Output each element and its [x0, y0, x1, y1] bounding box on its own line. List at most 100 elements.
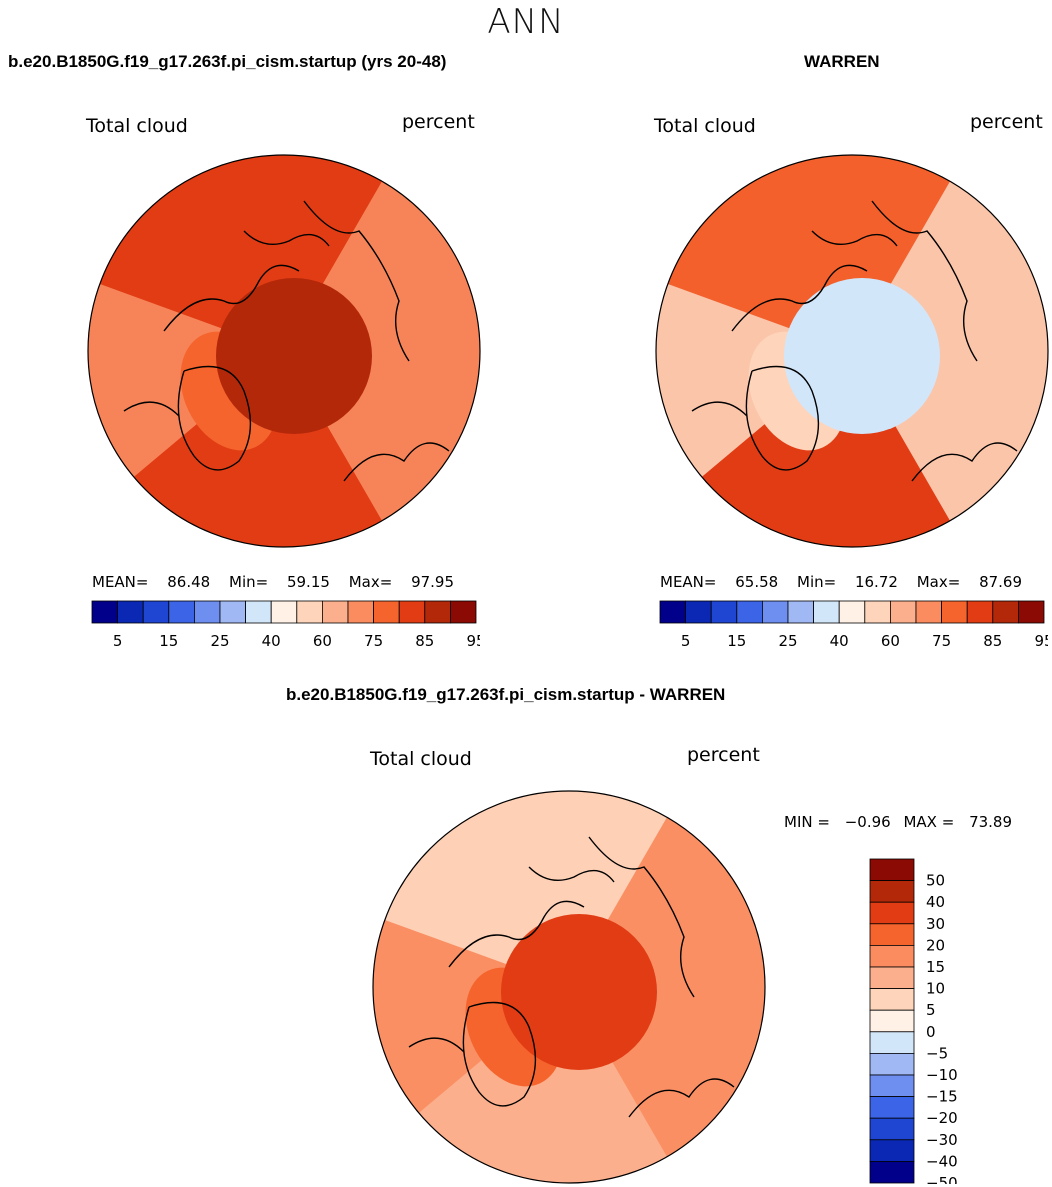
panel2-units: percent	[970, 111, 1043, 133]
panel3-coastline	[408, 1037, 465, 1053]
panel2-mean: 65.58	[735, 573, 779, 591]
panel2-colorbar-swatch	[787, 600, 815, 624]
panel1-coastline	[243, 230, 330, 247]
panel2-colorbar-swatch	[736, 600, 763, 624]
panel2-coastline	[811, 230, 898, 247]
panel1-max: 97.95	[411, 573, 455, 591]
panel1-map	[87, 154, 481, 548]
panel1-colorbar-tick-label: 60	[313, 632, 332, 650]
panel1-units: percent	[402, 111, 475, 133]
panel3-colorbar-swatch	[869, 1160, 915, 1184]
panel2-region-central-arctic	[784, 278, 940, 434]
panel2-colorbar-tick-label: 75	[932, 632, 951, 650]
panel2-max: 87.69	[979, 573, 1023, 591]
panel1-colorbar-swatch	[142, 600, 170, 624]
panel3-region-central-arctic	[501, 914, 657, 1070]
panel3-colorbar-swatch	[869, 858, 915, 882]
panel2-variable: Total cloud	[654, 115, 756, 137]
panel2-colorbar-swatch	[966, 600, 994, 624]
panel3-colorbar-tick-label: −30	[926, 1131, 958, 1149]
panel2-colorbar-swatch	[659, 600, 687, 624]
panel1-colorbar-tick-label: 40	[262, 632, 281, 650]
panel3-colorbar-swatch	[869, 923, 915, 946]
panel2-sector-north-atlantic	[694, 351, 955, 547]
panel3-colorbar-tick-label: −10	[926, 1066, 958, 1084]
panel2-title: WARREN	[804, 52, 880, 71]
panel1-colorbar-swatch	[347, 600, 375, 624]
panel3-colorbar-swatch	[869, 1096, 915, 1119]
panel3-coastline	[528, 866, 615, 883]
panel3-units: percent	[687, 744, 760, 766]
panel3-variable: Total cloud	[370, 748, 472, 770]
panel2-colorbar-swatch	[915, 600, 943, 624]
panel1-colorbar-swatch	[449, 600, 477, 624]
panel3-colorbar-swatch	[869, 901, 915, 925]
panel3-colorbar-tick-label: −15	[926, 1088, 958, 1106]
panel1-colorbar-swatch	[321, 600, 349, 624]
panel3-coastline	[588, 836, 695, 998]
panel3-min-label: MIN =	[784, 813, 830, 831]
panel2-colorbar-swatch	[685, 600, 712, 624]
panel3-colorbar-tick-label: −50	[926, 1174, 958, 1184]
panel1-variable: Total cloud	[86, 115, 188, 137]
panel3-colorbar-tick-label: 15	[926, 958, 945, 976]
panel2-colorbar-swatch	[992, 600, 1019, 624]
panel3-min: −0.96	[844, 813, 891, 831]
panel3-map-outline	[372, 790, 766, 1184]
panel1-colorbar-swatch	[219, 600, 247, 624]
panel1-colorbar-tick-label: 15	[159, 632, 178, 650]
panel1-colorbar-tick-label: 5	[113, 632, 123, 650]
panel3-colorbar-tick-label: 30	[926, 915, 945, 933]
panel2-colorbar-tick-label: 40	[830, 632, 849, 650]
panel3-coastline	[448, 900, 585, 968]
panel3-sector-siberia	[569, 808, 765, 1166]
panel3-colorbar-tick-label: −5	[926, 1044, 948, 1062]
panel2-coastline	[911, 442, 1018, 482]
panel2-colorbar-swatch	[813, 600, 840, 624]
panel3-colorbar-tick-label: 40	[926, 893, 945, 911]
panel3-colorbar-swatch	[869, 966, 915, 990]
panel1-field	[88, 155, 480, 547]
panel3-colorbar-swatch	[869, 945, 915, 968]
panel1-stats: MEAN= 86.48 Min= 59.15 Max= 97.95	[92, 573, 454, 591]
panel2-colorbar-tick-label: 5	[681, 632, 691, 650]
panel3-colorbar-tick-label: 20	[926, 936, 945, 954]
panel1-coastline	[163, 264, 300, 332]
panel1-coastline	[343, 442, 450, 482]
panel1-title: b.e20.B1850G.f19_g17.263f.pi_cism.startu…	[8, 52, 447, 71]
panel2-colorbar-swatch	[1017, 600, 1045, 624]
panel2-mean-label: MEAN=	[660, 573, 717, 591]
panel2-colorbar-swatch	[838, 600, 866, 624]
panel1-colorbar-swatch	[168, 600, 195, 624]
panel3-colorbar-swatch	[869, 880, 915, 903]
panel1-mean-label: MEAN=	[92, 573, 149, 591]
panel1-coastline	[123, 401, 180, 417]
panel3-colorbar-swatch	[869, 1117, 915, 1141]
panel1-max-label: Max=	[348, 573, 393, 591]
panel1-min-label: Min=	[229, 573, 269, 591]
panel3-colorbar-tick-label: −20	[926, 1109, 958, 1127]
panel1-colorbar-swatch	[296, 600, 323, 624]
panel2-coastline	[871, 200, 978, 362]
panel1-colorbar-tick-label: 25	[210, 632, 229, 650]
panel3-sector-north-atlantic	[411, 987, 672, 1183]
panel2-colorbar: 5 15 25 40 60 75 85 95	[659, 600, 1048, 650]
panel2-colorbar-tick-label: 25	[778, 632, 797, 650]
panel3-colorbar-tick-label: −40	[926, 1152, 958, 1170]
panel3-max: 73.89	[969, 813, 1013, 831]
panel2-max-label: Max=	[916, 573, 961, 591]
panel1-colorbar-swatch	[245, 600, 272, 624]
panel2-min: 16.72	[854, 573, 898, 591]
panel1-min: 59.15	[286, 573, 330, 591]
panel3-map	[372, 790, 766, 1184]
panel2-map	[655, 154, 1049, 548]
panel3-coastline	[628, 1078, 735, 1118]
panel2-stats: MEAN= 65.58 Min= 16.72 Max= 87.69	[660, 573, 1022, 591]
panel3-colorbar-tick-label: 0	[926, 1023, 936, 1041]
panel1-colorbar-tick-label: 95	[466, 632, 480, 650]
panel3-field	[373, 791, 765, 1183]
panel3-colorbar-swatch	[869, 1139, 915, 1162]
panel1-mean: 86.48	[167, 573, 211, 591]
panel2-colorbar-swatch	[762, 600, 789, 624]
